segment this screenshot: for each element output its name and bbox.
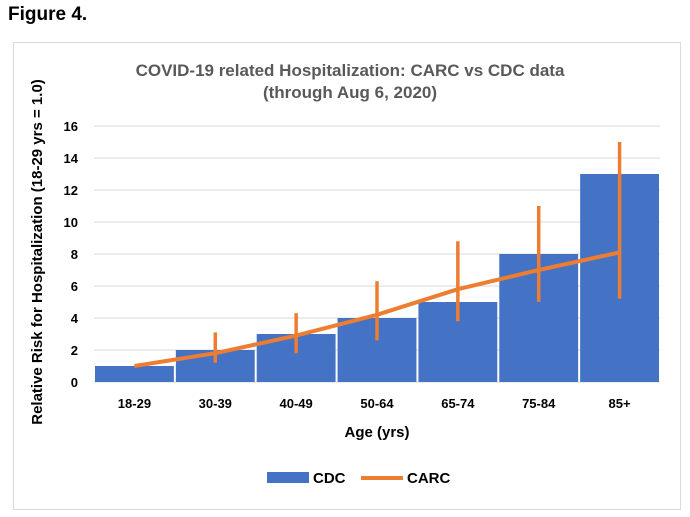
- x-axis-ticks: 18-29 30-39 40-49 50-64 65-74 75-84 85+: [118, 396, 631, 411]
- legend-label-cdc: CDC: [313, 470, 346, 487]
- x-axis-label: Age (yrs): [344, 424, 409, 441]
- y-tick-label-0: 0: [71, 375, 78, 390]
- bar-18-29: [95, 366, 174, 382]
- y-tick-label-12: 12: [64, 183, 78, 198]
- figure-label: Figure 4.: [8, 4, 88, 25]
- x-tick-label-50-64: 50-64: [360, 396, 394, 411]
- x-tick-label-75-84: 75-84: [522, 396, 556, 411]
- chart-subtitle: (through Aug 6, 2020): [263, 83, 437, 102]
- y-tick-label-16: 16: [64, 119, 78, 134]
- x-tick-label-18-29: 18-29: [118, 396, 151, 411]
- y-tick-label-14: 14: [64, 151, 79, 166]
- line-series: [134, 142, 622, 368]
- legend-label-carc: CARC: [407, 470, 450, 487]
- legend-swatch-cdc: [267, 472, 309, 483]
- y-tick-label-2: 2: [71, 343, 78, 358]
- y-tick-label-10: 10: [64, 215, 78, 230]
- chart-title: COVID-19 related Hospitalization: CARC v…: [136, 61, 565, 80]
- carc-line: [134, 250, 620, 368]
- y-tick-label-4: 4: [71, 311, 79, 326]
- y-axis-label: Relative Risk for Hospitalization (18-29…: [29, 79, 46, 425]
- y-tick-label-6: 6: [71, 279, 78, 294]
- y-tick-label-8: 8: [71, 247, 78, 262]
- x-tick-label-85+: 85+: [609, 396, 631, 411]
- bar-series: [95, 174, 659, 382]
- y-axis-ticks: 0 2 4 6 8 10 12 14 16: [64, 119, 79, 390]
- x-tick-label-65-74: 65-74: [441, 396, 475, 411]
- x-tick-label-40-49: 40-49: [280, 396, 313, 411]
- x-tick-label-30-39: 30-39: [199, 396, 232, 411]
- legend: CDC CARC: [267, 470, 450, 487]
